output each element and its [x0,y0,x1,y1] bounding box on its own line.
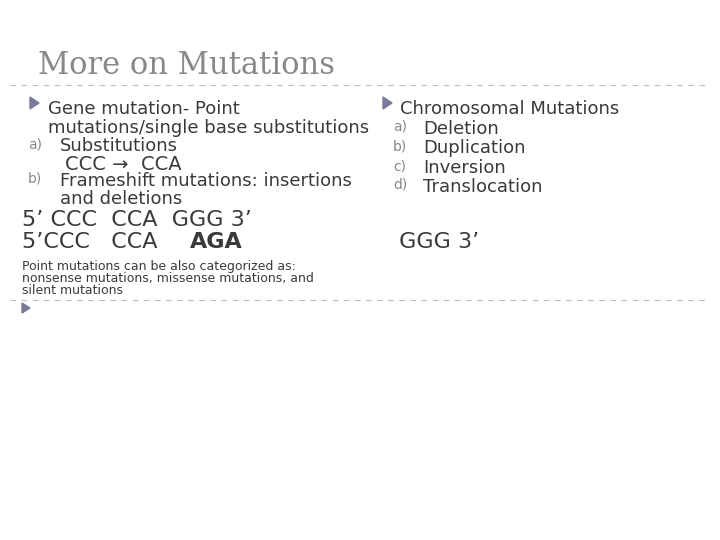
Text: More on Mutations: More on Mutations [38,50,335,81]
Text: GGG 3’: GGG 3’ [392,232,480,252]
Text: a): a) [28,137,42,151]
Text: 5’CCC   CCA: 5’CCC CCA [22,232,172,252]
Polygon shape [22,303,30,313]
Polygon shape [30,97,39,109]
Text: Deletion: Deletion [423,120,499,138]
Text: b): b) [28,172,42,186]
Text: silent mutations: silent mutations [22,284,123,297]
Text: Chromosomal Mutations: Chromosomal Mutations [400,100,619,118]
Text: CCC →  CCA: CCC → CCA [65,155,181,174]
Polygon shape [383,97,392,109]
Text: Duplication: Duplication [423,139,526,157]
Text: Frameshift mutations: insertions: Frameshift mutations: insertions [60,172,352,190]
Text: 5’ CCC  CCA  GGG 3’: 5’ CCC CCA GGG 3’ [22,210,252,230]
Text: Substitutions: Substitutions [60,137,178,155]
Text: AGA: AGA [190,232,243,252]
Text: Point mutations can be also categorized as:: Point mutations can be also categorized … [22,260,296,273]
Text: b): b) [393,139,408,153]
Text: a): a) [393,120,407,134]
Text: d): d) [393,178,408,192]
Text: nonsense mutations, missense mutations, and: nonsense mutations, missense mutations, … [22,272,314,285]
Text: Gene mutation- Point: Gene mutation- Point [48,100,240,118]
Text: and deletions: and deletions [60,190,182,208]
Text: mutations/single base substitutions: mutations/single base substitutions [48,119,369,137]
Text: c): c) [393,159,406,173]
Text: Inversion: Inversion [423,159,505,177]
Text: Translocation: Translocation [423,178,542,196]
